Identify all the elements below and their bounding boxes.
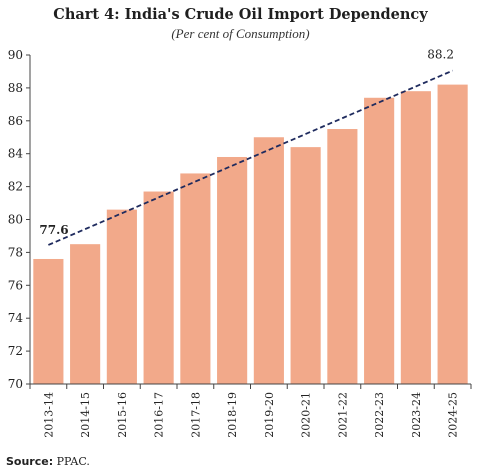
bar-2024-25 (437, 84, 468, 385)
x-tick-label-2020-21: 2020-21 (300, 392, 313, 438)
bar-2014-15 (70, 244, 101, 384)
y-tick-label-84: 84 (8, 147, 24, 161)
y-tick-label-90: 90 (8, 48, 23, 62)
bar-2016-17 (143, 191, 174, 384)
x-tick-label-2024-25: 2024-25 (447, 392, 460, 438)
trend-group (48, 69, 453, 246)
y-tick-label-86: 86 (8, 114, 23, 128)
source-label: Source: (6, 455, 54, 468)
chart-subtitle: (Per cent of Consumption) (171, 26, 310, 41)
bar-2015-16 (106, 209, 137, 384)
bar-2019-20 (253, 137, 284, 384)
y-tick-label-88: 88 (8, 81, 23, 95)
bar-2021-22 (327, 129, 358, 384)
y-tick-label-82: 82 (8, 180, 23, 194)
labels-group: 77.6 88.2 (39, 48, 454, 237)
bar-2017-18 (180, 173, 211, 384)
bar-2013-14 (33, 258, 64, 384)
x-tick-label-2013-14: 2013-14 (42, 392, 55, 438)
annotation-end-value: 88.2 (427, 48, 454, 62)
y-tick-label-74: 74 (8, 311, 24, 325)
y-tick-label-72: 72 (8, 344, 23, 358)
x-tick-label-2016-17: 2016-17 (153, 392, 166, 438)
bar-2022-23 (364, 97, 395, 385)
y-tick-label-80: 80 (8, 213, 23, 227)
bars-group (33, 84, 468, 385)
bar-2020-21 (290, 147, 321, 384)
x-tick-label-2014-15: 2014-15 (79, 392, 92, 438)
x-tick-label-2018-19: 2018-19 (226, 392, 239, 438)
x-tick-label-2021-22: 2021-22 (336, 392, 349, 438)
x-tick-label-2022-23: 2022-23 (373, 392, 386, 438)
chart-title: Chart 4: India's Crude Oil Import Depend… (53, 6, 428, 23)
x-tick-label-2023-24: 2023-24 (410, 392, 423, 438)
bar-2023-24 (400, 91, 431, 384)
source-text: PPAC. (56, 455, 90, 468)
x-tick-label-2015-16: 2015-16 (116, 392, 129, 438)
axes-group: 70 72 74 76 78 80 82 84 86 88 90 2013-14 2014-15 2015… (8, 48, 472, 438)
source-note: Source: PPAC. (6, 455, 90, 468)
annotation-start-value: 77.6 (39, 223, 68, 237)
bar-2018-19 (217, 156, 248, 384)
y-tick-label-70: 70 (8, 377, 23, 391)
chart-canvas: 70 72 74 76 78 80 82 84 86 88 90 2013-14 2014-15 2015… (8, 48, 472, 438)
y-tick-label-76: 76 (8, 278, 23, 292)
x-tick-label-2017-18: 2017-18 (189, 392, 202, 438)
x-tick-label-2019-20: 2019-20 (263, 392, 276, 438)
y-tick-label-78: 78 (8, 245, 23, 259)
trend-line (48, 69, 453, 246)
